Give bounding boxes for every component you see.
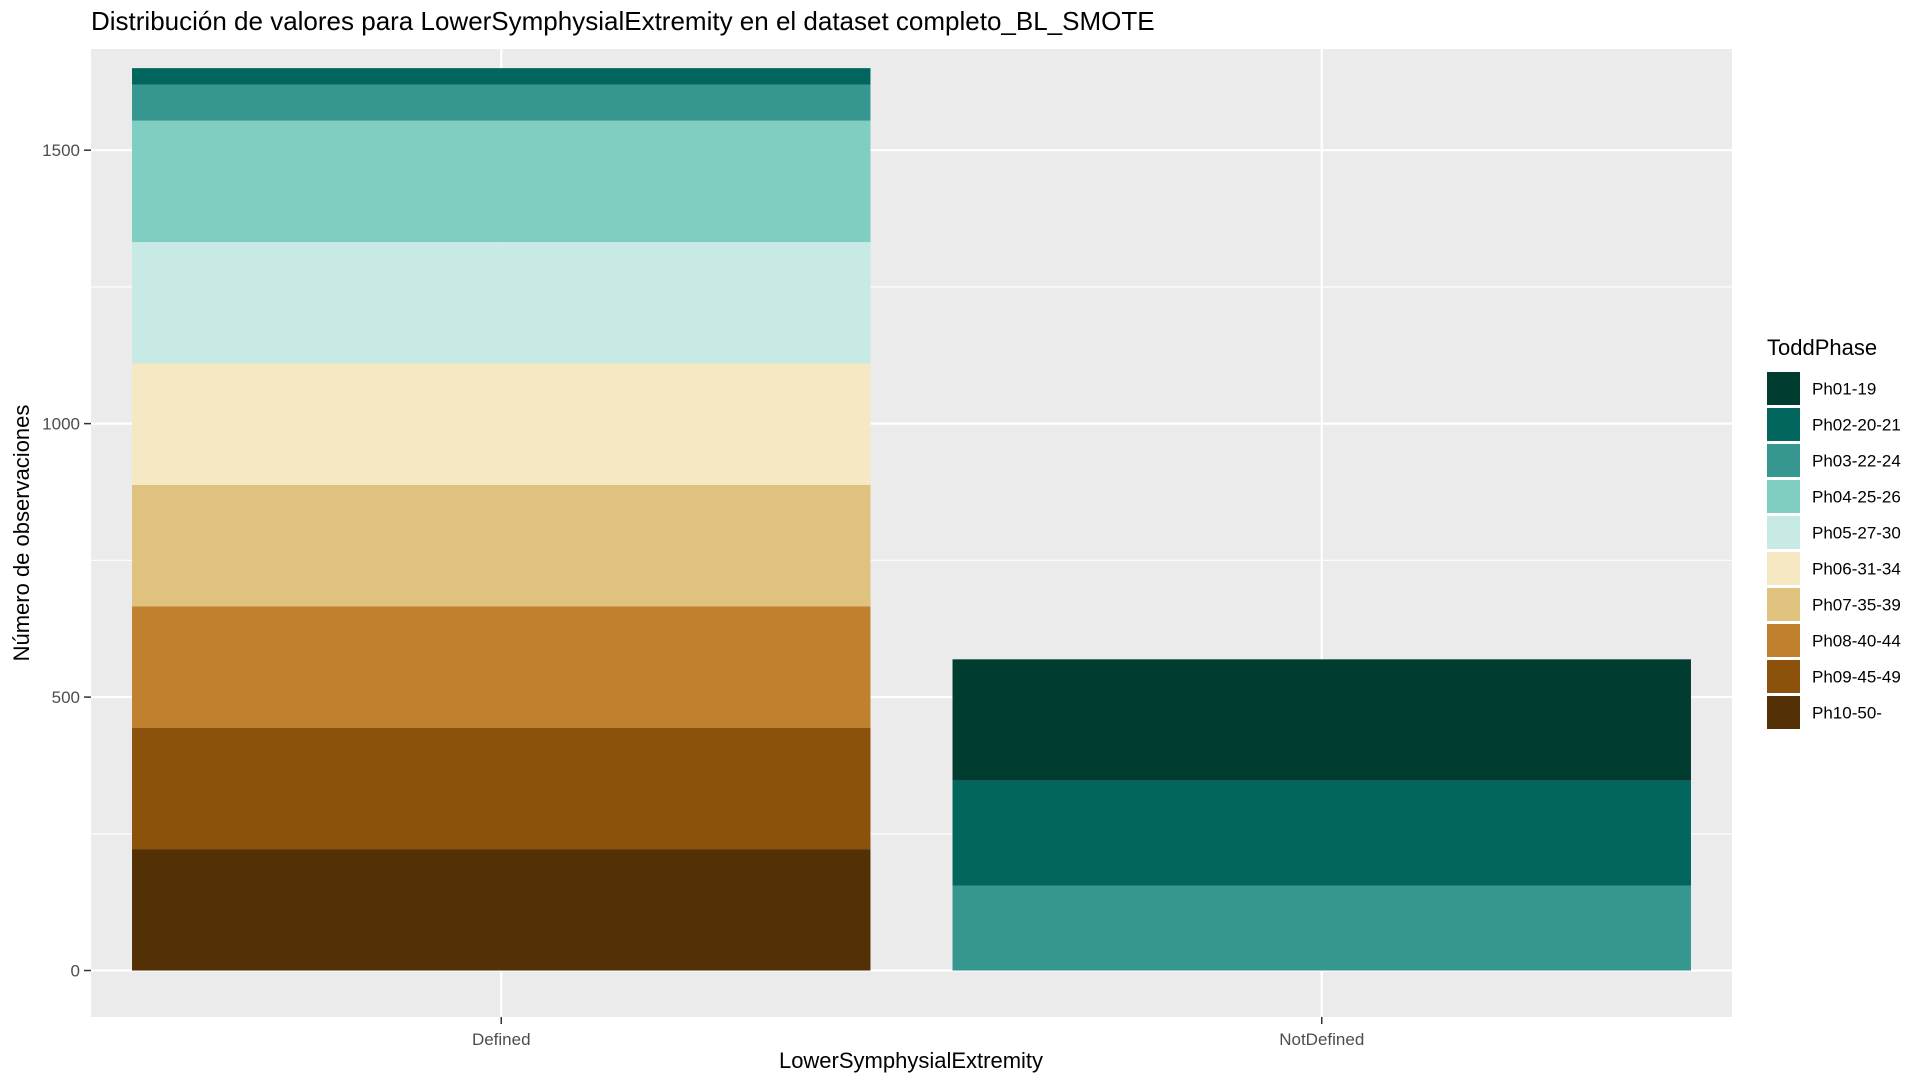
legend-label: Ph03-22-24 — [1812, 452, 1901, 471]
legend-label: Ph07-35-39 — [1812, 596, 1901, 615]
legend-label: Ph08-40-44 — [1812, 632, 1901, 651]
y-tick-label: 1000 — [42, 415, 80, 434]
bar-segment — [132, 484, 871, 607]
stacked-bars — [132, 68, 1691, 971]
bar-segment — [952, 885, 1691, 971]
legend-key — [1767, 660, 1800, 693]
chart-title: Distribución de valores para LowerSymphy… — [91, 6, 1155, 36]
bar-segment — [132, 120, 871, 243]
bar-segment — [132, 606, 871, 728]
legend-label: Ph06-31-34 — [1812, 560, 1901, 579]
x-tick-label: NotDefined — [1279, 1030, 1364, 1049]
y-tick-label: 1500 — [42, 141, 80, 160]
bar-segment — [132, 84, 871, 121]
legend-key — [1767, 408, 1800, 441]
legend-title: ToddPhase — [1767, 335, 1877, 360]
bar-segment — [952, 659, 1691, 781]
x-axis-title: LowerSymphysialExtremity — [779, 1048, 1043, 1073]
legend-key — [1767, 444, 1800, 477]
x-axis: Defined NotDefined — [472, 1017, 1364, 1049]
bar-segment — [952, 780, 1691, 886]
legend-items: Ph01-19 Ph02-20-21 Ph03-22-24 Ph04-25-26 Ph0… — [1767, 372, 1901, 729]
legend-label: Ph02-20-21 — [1812, 416, 1901, 435]
y-tick-label: 500 — [52, 688, 80, 707]
bar-segment — [132, 727, 871, 850]
legend-label: Ph09-45-49 — [1812, 668, 1901, 687]
y-axis-title: Número de observaciones — [9, 405, 34, 662]
legend-key — [1767, 480, 1800, 513]
legend-label: Ph01-19 — [1812, 380, 1876, 399]
legend-key — [1767, 552, 1800, 585]
bar-segment — [132, 363, 871, 485]
y-axis: 0 500 1000 1500 — [42, 141, 91, 981]
legend: ToddPhase Ph01-19Ph02-20-21Ph03-22-24Ph0… — [1767, 335, 1901, 729]
legend-key — [1767, 696, 1800, 729]
legend-label: Ph10-50- — [1812, 704, 1882, 723]
y-tick-label: 0 — [71, 962, 80, 981]
bar-segment — [132, 68, 871, 85]
legend-key — [1767, 624, 1800, 657]
legend-label: Ph05-27-30 — [1812, 524, 1901, 543]
legend-label: Ph04-25-26 — [1812, 488, 1901, 507]
bar-segment — [132, 242, 871, 364]
legend-key — [1767, 372, 1800, 405]
legend-key — [1767, 588, 1800, 621]
x-tick-label: Defined — [472, 1030, 531, 1049]
legend-key — [1767, 516, 1800, 549]
bar-segment — [132, 849, 871, 971]
